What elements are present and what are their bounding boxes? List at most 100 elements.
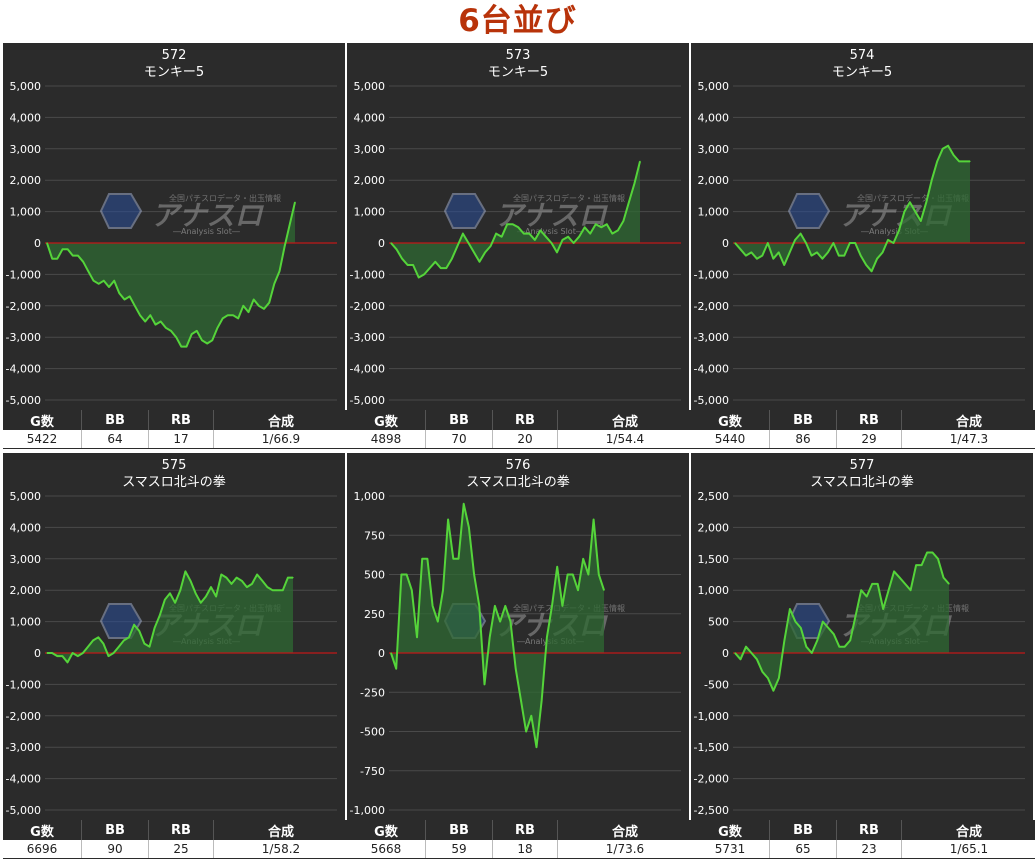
data-point: [205, 595, 207, 598]
data-point: [256, 573, 258, 576]
stats-table: G数 BB RB 合成 6696 90 25 1/58.2: [3, 820, 348, 859]
data-point: [159, 614, 161, 616]
y-tick-label: 3,000: [354, 143, 386, 156]
y-tick-label: -3,000: [6, 741, 41, 754]
data-point: [734, 242, 736, 244]
data-point: [103, 280, 105, 282]
stats-header-rb: RB: [148, 410, 214, 430]
data-point: [778, 251, 780, 253]
data-point: [550, 242, 553, 244]
payout-area: [735, 552, 949, 691]
data-point: [515, 668, 517, 670]
y-tick-label: 4,000: [354, 111, 386, 124]
y-tick-label: 2,000: [10, 174, 42, 187]
data-point: [72, 652, 74, 654]
y-tick-label: -3,000: [6, 331, 41, 344]
data-point: [855, 614, 857, 616]
data-point: [501, 236, 503, 238]
machine-panel-577: 577 スマスロ北斗の拳 2,500 2,000 1,500 1,000 500 0 -500 -…: [691, 453, 1035, 859]
data-point: [478, 605, 480, 607]
data-point: [745, 255, 747, 257]
data-point: [778, 677, 780, 679]
machine-name: モンキー5: [832, 65, 892, 80]
data-point: [816, 251, 818, 253]
data-point: [66, 661, 69, 663]
data-point: [915, 564, 917, 566]
data-point: [603, 589, 605, 591]
data-point: [191, 333, 193, 335]
data-point: [567, 573, 569, 576]
data-point: [108, 286, 110, 288]
stats-header-games: G数: [691, 410, 770, 430]
stats-header-bb: BB: [81, 820, 149, 840]
machine-number: 573: [506, 48, 531, 63]
data-point: [877, 583, 879, 585]
data-point: [909, 201, 911, 203]
data-point: [914, 211, 916, 213]
data-point: [948, 583, 950, 585]
data-point: [292, 577, 294, 579]
data-point: [866, 595, 868, 598]
data-point: [745, 646, 747, 648]
data-point: [811, 652, 813, 654]
data-point: [92, 280, 95, 282]
stats-value-bb: 90: [81, 840, 149, 859]
data-point: [606, 223, 608, 225]
y-tick-label: 1,000: [698, 584, 730, 597]
stats-value-games: 4898: [347, 430, 426, 449]
data-point: [51, 652, 53, 654]
data-point: [843, 255, 845, 257]
data-point: [277, 589, 279, 591]
data-point: [844, 646, 846, 648]
data-point: [432, 605, 434, 607]
data-point: [87, 270, 89, 272]
data-point: [468, 526, 470, 528]
data-point: [953, 154, 955, 156]
y-tick-label: -1,000: [694, 710, 729, 723]
y-tick-label: -2,000: [694, 773, 729, 786]
data-point: [149, 314, 151, 316]
data-point: [794, 239, 796, 241]
data-point: [739, 658, 742, 660]
stats-header-combined: 合成: [557, 820, 692, 840]
data-point: [56, 258, 58, 260]
data-point: [216, 327, 219, 329]
data-point: [822, 621, 824, 623]
data-point: [133, 624, 135, 626]
data-point: [551, 605, 553, 607]
data-point: [46, 242, 48, 244]
y-tick-label: 0: [722, 647, 729, 660]
stats-value-games: 6696: [3, 840, 82, 859]
data-point: [196, 330, 198, 332]
data-point: [756, 258, 758, 260]
payout-chart: 572 モンキー5 5,000 4,000 3,000 2,000 1,000 0 -1,000…: [6, 48, 337, 407]
data-point: [51, 258, 53, 260]
data-point: [489, 636, 491, 638]
stats-header-rb: RB: [836, 410, 902, 430]
data-point: [437, 621, 439, 623]
data-point: [600, 226, 602, 228]
machine-number: 575: [162, 458, 187, 473]
machine-number: 576: [506, 458, 531, 473]
data-point: [860, 255, 862, 257]
data-point: [113, 652, 115, 654]
data-point: [113, 280, 115, 282]
stats-table: G数 BB RB 合成 5422 64 17 1/66.9: [3, 410, 348, 449]
data-point: [247, 311, 250, 313]
data-point: [827, 627, 829, 629]
machine-number: 577: [850, 458, 875, 473]
stats-header-bb: BB: [425, 410, 493, 430]
stats-value-rb: 18: [492, 840, 558, 859]
data-point: [118, 646, 120, 648]
data-point: [102, 643, 104, 645]
stats-header-rb: RB: [148, 820, 214, 840]
data-point: [92, 639, 94, 641]
y-tick-label: -1,000: [694, 268, 729, 281]
machine-name: スマスロ北斗の拳: [466, 474, 570, 490]
payout-chart: 574 モンキー5 5,000 4,000 3,000 2,000 1,000 0 -1,000…: [694, 48, 1025, 407]
stats-value-bb: 86: [769, 430, 837, 449]
data-point: [963, 160, 966, 162]
data-point: [937, 558, 939, 560]
